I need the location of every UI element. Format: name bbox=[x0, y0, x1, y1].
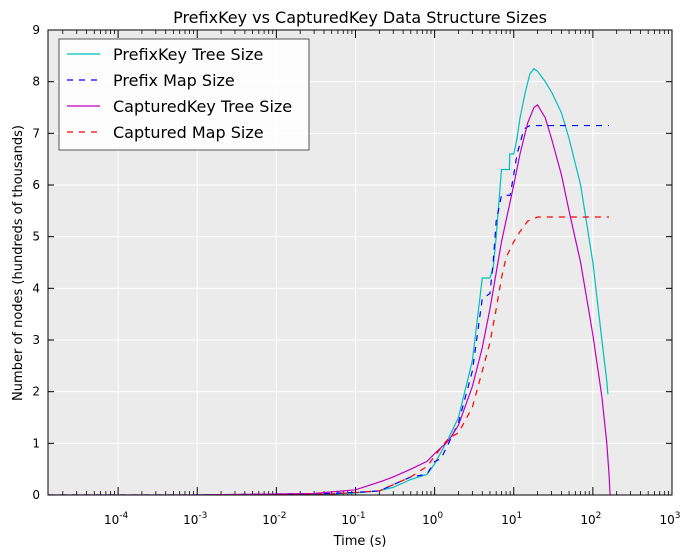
x-tick-label: 102 bbox=[580, 511, 601, 527]
y-tick-label: 2 bbox=[32, 385, 40, 399]
y-tick-label: 3 bbox=[32, 333, 40, 347]
legend-label-captured-map: Captured Map Size bbox=[113, 123, 264, 142]
legend-label-prefix-map: Prefix Map Size bbox=[113, 71, 235, 90]
x-tick-label: 10-2 bbox=[262, 511, 286, 527]
y-tick-labels: 0 1 2 3 4 5 6 7 8 9 bbox=[32, 23, 40, 502]
x-tick-label: 10-3 bbox=[183, 511, 207, 527]
x-tick-label: 100 bbox=[422, 511, 443, 527]
series-line-captured-map-size bbox=[197, 216, 610, 495]
y-tick-label: 7 bbox=[32, 126, 40, 140]
x-axis-label: Time (s) bbox=[333, 534, 387, 549]
y-axis-label: Number of nodes (hundreds of thousands) bbox=[11, 125, 26, 401]
series-line-prefix-map-size bbox=[48, 124, 610, 495]
x-tick-label: 10-4 bbox=[104, 511, 129, 527]
chart-title: PrefixKey vs CapturedKey Data Structure … bbox=[173, 8, 547, 27]
legend-box bbox=[58, 38, 310, 151]
series-layer bbox=[48, 67, 611, 495]
y-tick-label: 4 bbox=[32, 281, 40, 295]
legend: PrefixKey Tree Size Prefix Map Size Capt… bbox=[58, 38, 310, 151]
legend-label-prefix-tree: PrefixKey Tree Size bbox=[113, 45, 263, 64]
y-tick-label: 5 bbox=[32, 230, 40, 244]
x-tick-label: 10-1 bbox=[341, 511, 365, 527]
plot-border bbox=[47, 29, 673, 496]
y-tick-label: 8 bbox=[32, 75, 40, 89]
y-tick-label: 1 bbox=[32, 436, 40, 450]
x-tick-labels: 10-4 10-3 10-2 10-1 100 101 102 103 bbox=[104, 511, 681, 527]
x-tick-label: 103 bbox=[659, 511, 680, 527]
legend-label-captured-tree: CapturedKey Tree Size bbox=[113, 97, 292, 116]
y-tick-label: 6 bbox=[32, 178, 40, 192]
series-line-capturedkey-tree-size bbox=[48, 104, 611, 495]
y-tick-label: 0 bbox=[32, 488, 40, 502]
y-tick-label: 9 bbox=[32, 23, 40, 37]
x-tick-label: 101 bbox=[501, 511, 522, 527]
series-line-prefixkey-tree-size bbox=[197, 67, 609, 495]
